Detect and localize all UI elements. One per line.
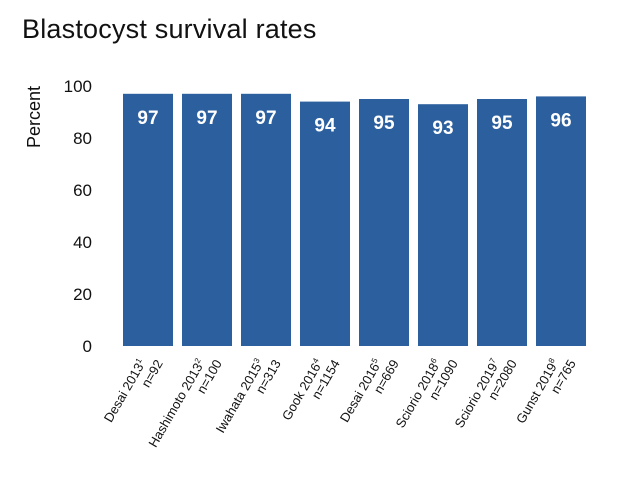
bar bbox=[123, 93, 173, 346]
bar bbox=[182, 93, 232, 346]
y-tick-label: 20 bbox=[73, 285, 92, 304]
bar-value-label: 97 bbox=[255, 108, 276, 129]
category-reference: 6 bbox=[429, 356, 439, 365]
category-name: Desai 20131 bbox=[101, 356, 149, 425]
bar bbox=[536, 96, 586, 347]
category-reference: 7 bbox=[488, 356, 498, 365]
bar bbox=[241, 93, 291, 346]
bar-value-label: 94 bbox=[314, 116, 336, 137]
bar-value-label: 93 bbox=[432, 118, 453, 139]
category-reference: 1 bbox=[134, 356, 144, 365]
chart-title: Blastocyst survival rates bbox=[22, 14, 317, 44]
y-axis-label: Percent bbox=[24, 86, 44, 148]
bar-value-label: 97 bbox=[196, 108, 217, 129]
bar bbox=[300, 101, 350, 346]
bar bbox=[359, 99, 409, 346]
category-reference: 2 bbox=[193, 356, 203, 365]
bar-value-label: 97 bbox=[137, 108, 158, 129]
bar bbox=[477, 99, 527, 346]
y-tick-label: 40 bbox=[73, 233, 92, 252]
y-tick-label: 100 bbox=[64, 77, 92, 96]
bar-value-label: 96 bbox=[550, 110, 571, 131]
category-reference: 8 bbox=[547, 356, 557, 365]
y-tick-label: 60 bbox=[73, 181, 92, 200]
bars bbox=[123, 93, 586, 347]
bar-value-label: 95 bbox=[373, 113, 395, 134]
bar-value-labels: 97 97 97 94 95 93 95 96 bbox=[137, 108, 571, 139]
y-tick-label: 80 bbox=[73, 129, 92, 148]
category-study: Desai 2013 bbox=[101, 360, 147, 424]
category-study: Gunst 2019 bbox=[513, 360, 560, 426]
category-reference: 5 bbox=[370, 356, 380, 365]
y-tick-label: 0 bbox=[83, 337, 92, 356]
category-reference: 3 bbox=[252, 356, 262, 365]
bar-value-label: 95 bbox=[491, 113, 513, 134]
category-reference: 4 bbox=[311, 356, 321, 365]
bar bbox=[418, 104, 468, 346]
y-axis-ticks: 0 20 40 60 80 100 bbox=[64, 77, 92, 356]
